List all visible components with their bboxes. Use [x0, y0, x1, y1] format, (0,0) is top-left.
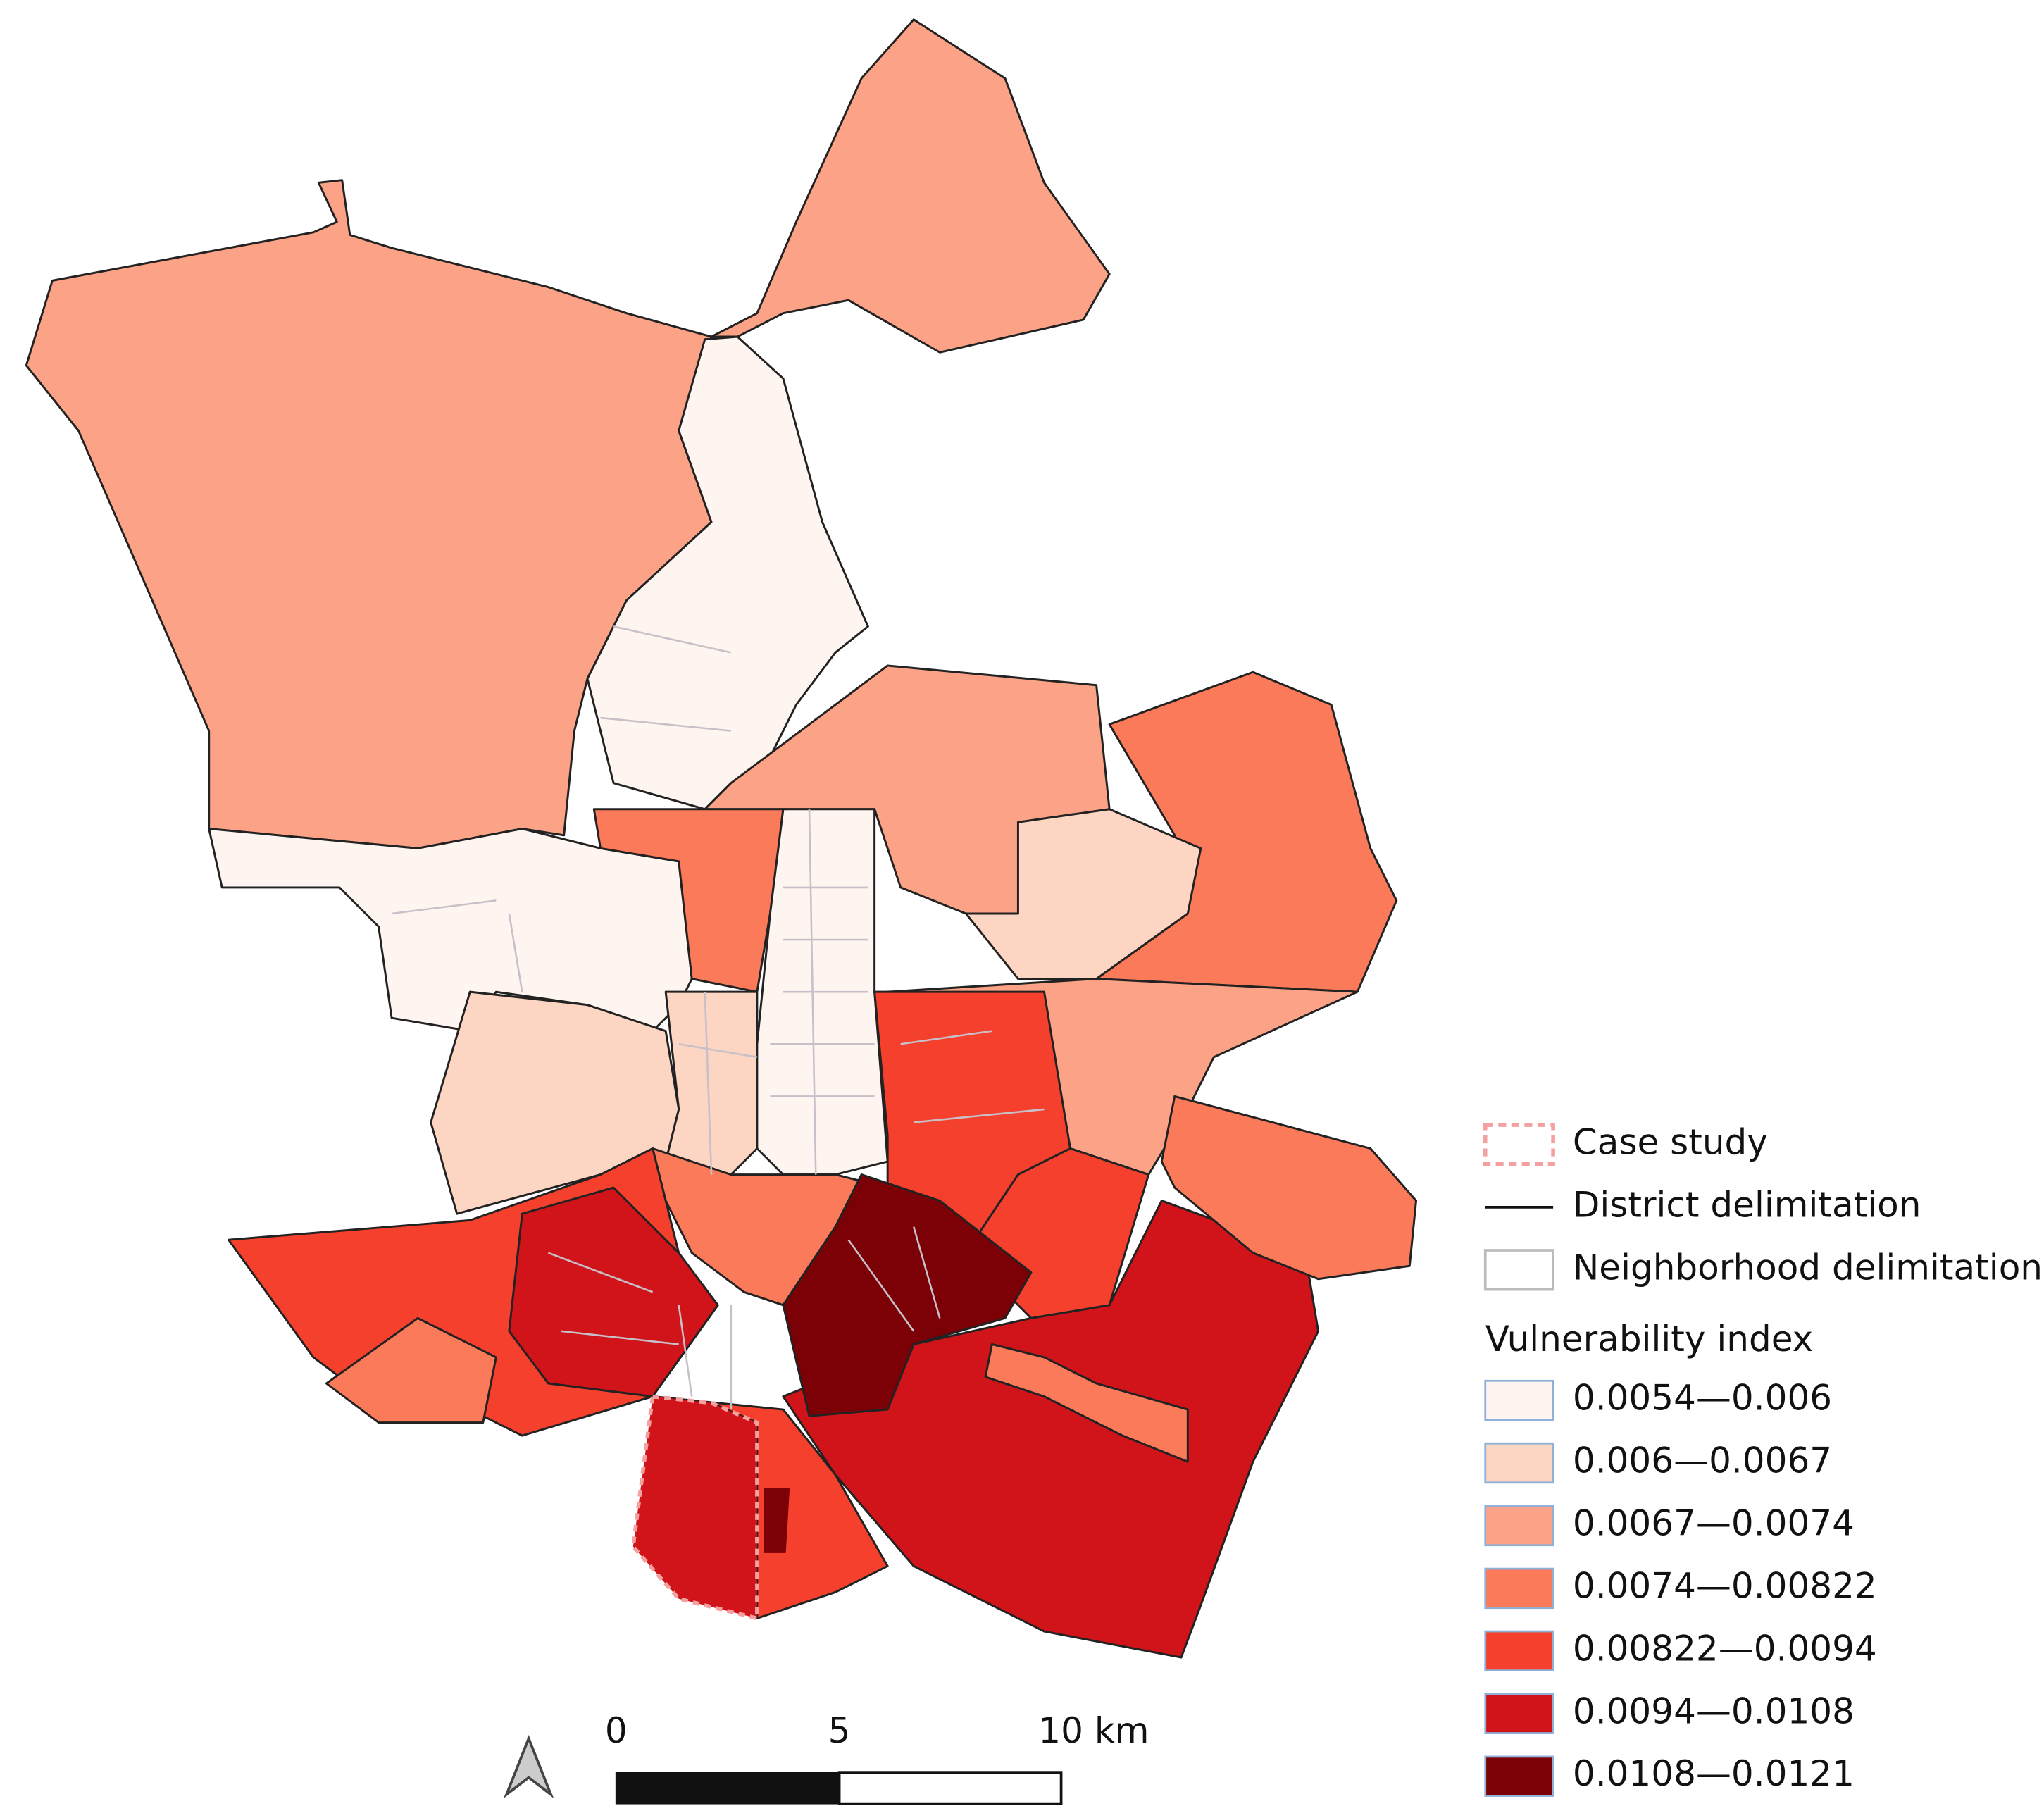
legend-label: 0.0094—0.0108 — [1573, 1691, 1855, 1731]
scale-segment — [615, 1772, 840, 1805]
region — [208, 828, 693, 1033]
region — [664, 990, 759, 1176]
region — [325, 1316, 497, 1424]
region — [710, 18, 1111, 354]
legend-swatch — [1484, 1630, 1554, 1672]
legend-label: Case study — [1573, 1121, 1768, 1162]
scale-label: 0 — [605, 1710, 628, 1751]
region — [764, 1488, 790, 1553]
case-study-swatch — [1483, 1123, 1555, 1166]
scale-label: 5 — [828, 1710, 851, 1751]
legend-label: 0.0108—0.0121 — [1573, 1753, 1855, 1794]
legend-label: 0.006—0.0067 — [1573, 1440, 1832, 1481]
scale-bar: 0 5 10 km — [503, 1710, 1149, 1805]
legend-title: Vulnerability index — [1485, 1319, 1813, 1359]
legend-swatch — [1484, 1442, 1554, 1484]
north-arrow — [503, 1734, 554, 1799]
legend-label: Neighborhood delimitation — [1573, 1247, 2043, 1288]
legend-swatch — [1484, 1693, 1554, 1734]
scale-label: 10 km — [1038, 1710, 1149, 1751]
scale-segment — [837, 1771, 1063, 1805]
region — [1160, 1095, 1418, 1281]
legend-label: 0.00822—0.0094 — [1573, 1628, 1877, 1669]
case-study-region — [631, 1394, 759, 1621]
legend: Case study District delimitation Neighborh… — [1483, 1121, 2043, 1797]
neighborhood-swatch — [1483, 1249, 1554, 1291]
legend-swatch — [1484, 1567, 1554, 1610]
legend-swatch — [1484, 1379, 1554, 1421]
legend-label: District delimitation — [1573, 1184, 1921, 1225]
choropleth-map — [25, 18, 1418, 1659]
legend-swatch — [1484, 1755, 1554, 1797]
region — [984, 1343, 1189, 1463]
legend-label: 0.0074—0.00822 — [1573, 1565, 1877, 1606]
neighborhood-lines — [391, 625, 1045, 1410]
legend-swatch — [1484, 1505, 1554, 1547]
region — [782, 1173, 1033, 1417]
legend-label: 0.0054—0.006 — [1573, 1378, 1832, 1419]
legend-label: 0.0067—0.0074 — [1573, 1502, 1855, 1543]
